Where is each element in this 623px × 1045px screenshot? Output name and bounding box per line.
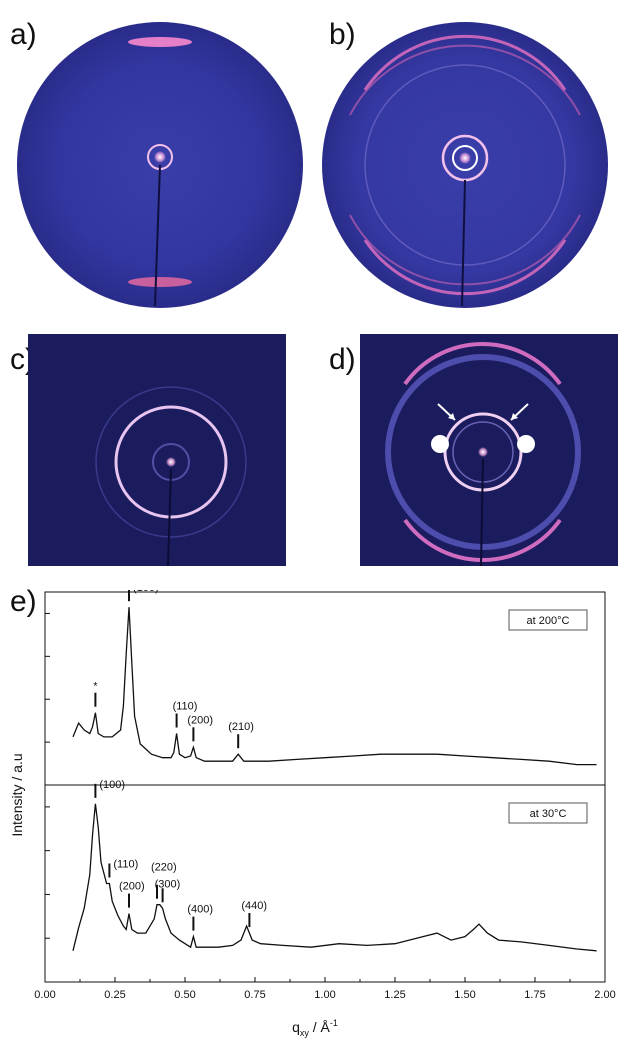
x-tick-label-7: 1.75: [524, 989, 545, 1001]
bottom-label-6: (440): [241, 900, 267, 912]
legend-30c-box: [508, 802, 588, 824]
bottom-label-3: (220): [151, 862, 177, 874]
panel-label-a: a): [10, 18, 37, 51]
detector-image-a: [17, 22, 303, 308]
panel-label-b: b): [329, 18, 356, 51]
series-line-30c: [72, 803, 597, 952]
bottom-label-4: (300): [155, 878, 181, 890]
detector-image-d: [360, 334, 618, 566]
legend-200c: at 200°C: [527, 615, 570, 627]
top-label-3: (200): [187, 714, 213, 726]
detector-image-b: [322, 22, 608, 308]
top-label-2: (110): [173, 700, 198, 712]
x-tick-label-0: 0.00: [34, 989, 55, 1001]
x-tick-label-4: 1.00: [314, 989, 335, 1001]
x-axis-label: qxy / Å-1: [292, 1018, 338, 1038]
x-tick-label-2: 0.50: [174, 989, 195, 1001]
plot-frame: [44, 591, 606, 983]
top-label-0: *: [93, 681, 98, 693]
bottom-label-5: (400): [187, 904, 213, 916]
y-axis-label: Intensity / a.u: [9, 753, 25, 836]
x-tick-label-6: 1.50: [454, 989, 475, 1001]
legend-30c: at 30°C: [530, 808, 567, 820]
bottom-label-1: (110): [113, 859, 138, 871]
panel-label-d: d): [329, 343, 356, 376]
series-line-200c: [72, 607, 597, 766]
xrd-chart: at 200°C at 30°C * (100) (110) (200) (210) (100…: [9, 582, 616, 1038]
bottom-label-2: (200): [119, 881, 145, 893]
panel-label-e: e): [10, 585, 37, 618]
legend-200c-box: [508, 609, 588, 631]
x-tick-label-3: 0.75: [244, 989, 265, 1001]
chart-e: at 200°C at 30°C * (100) (110) (200) (210) (100…: [0, 582, 623, 1040]
x-tick-label-8: 2.00: [594, 989, 615, 1001]
x-tick-label-1: 0.25: [104, 989, 125, 1001]
detector-image-c: [28, 334, 286, 566]
bottom-label-0: (100): [99, 779, 125, 791]
top-label-1: (100): [133, 590, 159, 594]
x-tick-label-5: 1.25: [384, 989, 405, 1001]
top-label-4: (210): [228, 721, 254, 733]
